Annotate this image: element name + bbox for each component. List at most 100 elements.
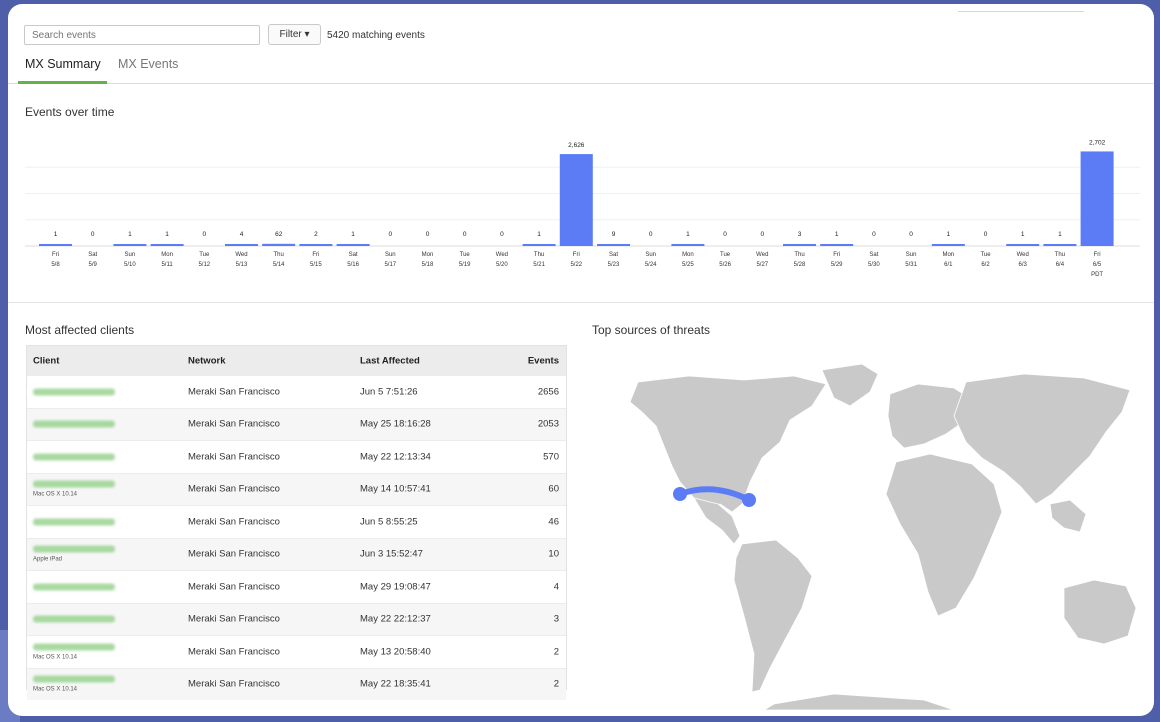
events-cell: 60	[548, 483, 559, 495]
table-row[interactable]: Mac OS X 10.14 Meraki San Francisco May 22…	[27, 667, 566, 700]
bar-value-label: 0	[723, 231, 727, 238]
chart-bar[interactable]	[113, 244, 147, 246]
x-tick-label: 5/28	[794, 262, 806, 268]
last-affected-cell: May 13 20:58:40	[360, 646, 431, 658]
filter-button[interactable]: Filter ▾	[268, 24, 321, 45]
chart-bar[interactable]	[225, 244, 258, 246]
x-tick-label: Tue	[720, 252, 731, 258]
client-name-redacted[interactable]	[33, 545, 115, 553]
chart-bar[interactable]	[299, 244, 333, 246]
chart-bar[interactable]	[1080, 151, 1114, 246]
col-network[interactable]: Network	[188, 355, 226, 366]
x-tick-label: 6/3	[1019, 262, 1028, 268]
map-europe	[887, 383, 977, 449]
x-tick-label: 5/31	[905, 262, 917, 268]
bar-value-label: 1	[537, 231, 541, 238]
x-tick-label: Mon	[682, 252, 694, 258]
client-cell[interactable]	[33, 453, 115, 461]
bar-value-label: 3	[798, 231, 802, 238]
x-tick-label: Wed	[1017, 252, 1029, 258]
x-tick-label: Sat	[349, 252, 358, 258]
chart-bar[interactable]	[931, 244, 965, 246]
chart-bar[interactable]	[262, 243, 296, 246]
chart-bar[interactable]	[1006, 244, 1040, 246]
x-tick-label: 5/10	[124, 262, 136, 268]
x-tick-label: Fri	[312, 252, 319, 258]
x-tick-label: 6/5	[1093, 262, 1102, 268]
x-tick-label: 5/30	[868, 262, 880, 268]
top-divider	[958, 11, 1084, 12]
table-row[interactable]: Meraki San Francisco Jun 5 8:55:25 46	[27, 505, 566, 538]
table-row[interactable]: Meraki San Francisco Jun 5 7:51:26 2656	[27, 375, 566, 408]
client-name-redacted[interactable]	[33, 518, 115, 526]
x-tick-label: 5/27	[756, 262, 768, 268]
col-last-affected[interactable]: Last Affected	[360, 355, 420, 366]
col-events[interactable]: Events	[527, 355, 559, 366]
threat-world-map	[629, 363, 1137, 710]
client-name-redacted[interactable]	[33, 643, 115, 651]
chart-bar[interactable]	[820, 244, 854, 246]
client-cell[interactable]	[33, 518, 115, 526]
x-tick-label: Wed	[756, 252, 768, 258]
chart-bar[interactable]	[336, 244, 370, 246]
clients-title: Most affected clients	[25, 323, 135, 337]
chart-bar[interactable]	[522, 244, 556, 246]
chart-bar[interactable]	[597, 244, 630, 246]
client-cell[interactable]: Mac OS X 10.14	[33, 675, 115, 693]
client-name-redacted[interactable]	[33, 388, 115, 396]
chart-bar[interactable]	[559, 154, 593, 246]
section-divider	[8, 302, 1154, 303]
map-south-america	[733, 539, 813, 693]
x-tick-label: Sat	[869, 252, 878, 258]
client-cell[interactable]: Mac OS X 10.14	[33, 643, 115, 660]
network-cell: Meraki San Francisco	[188, 451, 280, 463]
client-name-redacted[interactable]	[33, 420, 115, 428]
bar-value-label: 0	[649, 231, 653, 238]
table-row[interactable]: Mac OS X 10.14 Meraki San Francisco May 13…	[27, 635, 566, 668]
client-name-redacted[interactable]	[33, 583, 115, 591]
client-cell[interactable]: Apple iPad	[33, 545, 115, 563]
x-tick-label: 5/20	[496, 262, 508, 268]
x-tick-label: Fri	[833, 252, 840, 258]
client-cell[interactable]: Mac OS X 10.14	[33, 480, 115, 498]
client-name-redacted[interactable]	[33, 675, 115, 683]
table-row[interactable]: Meraki San Francisco May 22 22:12:37 3	[27, 602, 566, 635]
chart-bar[interactable]	[150, 244, 184, 246]
network-cell: Meraki San Francisco	[188, 678, 280, 690]
table-row[interactable]: Apple iPad Meraki San Francisco Jun 3 15:5…	[27, 537, 566, 570]
search-input[interactable]	[24, 25, 260, 45]
bar-value-label: 1	[1021, 231, 1025, 238]
x-tick-label: Thu	[274, 252, 284, 258]
map-central-america	[693, 497, 741, 545]
chart-bar[interactable]	[39, 244, 72, 246]
table-row[interactable]: Meraki San Francisco May 22 12:13:34 570	[27, 440, 566, 473]
last-affected-cell: May 25 18:16:28	[360, 418, 431, 430]
x-tick-label: 5/23	[608, 262, 620, 268]
client-name-redacted[interactable]	[33, 453, 115, 461]
x-tick-label: 5/16	[347, 262, 359, 268]
events-cell: 570	[543, 451, 559, 463]
last-affected-cell: May 22 22:12:37	[360, 613, 431, 625]
client-cell[interactable]	[33, 388, 115, 396]
client-cell[interactable]	[33, 583, 115, 591]
x-tick-label: 5/14	[273, 262, 285, 268]
chart-bar[interactable]	[671, 244, 705, 246]
col-client[interactable]: Client	[33, 355, 60, 366]
tab-mx-events[interactable]: MX Events	[118, 57, 179, 71]
chart-title: Events over time	[25, 105, 115, 119]
table-row[interactable]: Mac OS X 10.14 Meraki San Francisco May 14…	[27, 472, 566, 505]
client-name-redacted[interactable]	[33, 480, 115, 488]
table-row[interactable]: Meraki San Francisco May 29 19:08:47 4	[27, 570, 566, 603]
client-cell[interactable]	[33, 420, 115, 428]
events-cell: 2656	[537, 386, 559, 398]
table-row[interactable]: Meraki San Francisco May 25 18:16:28 2053	[27, 407, 566, 440]
chart-bar[interactable]	[783, 244, 816, 246]
tab-mx-summary[interactable]: MX Summary	[25, 57, 101, 71]
bar-value-label: 4	[240, 231, 244, 238]
network-cell: Meraki San Francisco	[188, 581, 280, 593]
client-name-redacted[interactable]	[33, 615, 115, 623]
bar-value-label: 1	[351, 231, 355, 238]
chart-bar[interactable]	[1043, 244, 1077, 246]
client-cell[interactable]	[33, 615, 115, 623]
bar-value-label: 1	[1058, 231, 1062, 238]
